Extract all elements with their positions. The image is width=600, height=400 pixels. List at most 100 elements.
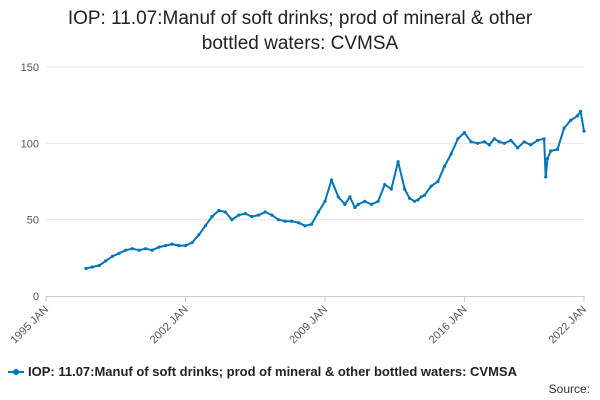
data-point[interactable] xyxy=(376,199,380,203)
data-point[interactable] xyxy=(177,244,181,248)
data-point[interactable] xyxy=(276,218,281,222)
data-point[interactable] xyxy=(203,224,207,228)
y-tick-label: 150 xyxy=(21,62,39,74)
data-point[interactable] xyxy=(575,114,580,118)
data-point[interactable] xyxy=(429,184,433,188)
data-point[interactable] xyxy=(509,138,513,142)
legend-line-marker-icon xyxy=(8,366,24,378)
data-point[interactable] xyxy=(408,196,412,200)
data-point[interactable] xyxy=(144,247,148,251)
data-point[interactable] xyxy=(516,146,520,150)
data-point[interactable] xyxy=(137,248,141,252)
data-point[interactable] xyxy=(456,137,460,141)
data-point[interactable] xyxy=(97,263,101,268)
data-point[interactable] xyxy=(482,140,486,144)
data-point[interactable] xyxy=(197,233,201,237)
data-point[interactable] xyxy=(569,118,573,122)
data-point[interactable] xyxy=(542,137,546,141)
data-point[interactable] xyxy=(403,187,407,191)
data-point[interactable] xyxy=(449,152,453,156)
legend-label: IOP: 11.07:Manuf of soft drinks; prod of… xyxy=(28,364,517,379)
data-point[interactable] xyxy=(442,164,447,168)
data-point[interactable] xyxy=(263,210,267,214)
data-point[interactable] xyxy=(545,157,550,161)
data-point[interactable] xyxy=(369,202,373,206)
data-point[interactable] xyxy=(210,215,214,219)
data-point[interactable] xyxy=(117,251,121,255)
data-point[interactable] xyxy=(423,193,427,197)
data-point[interactable] xyxy=(164,244,168,248)
data-point[interactable] xyxy=(389,187,393,191)
data-point[interactable] xyxy=(230,218,234,222)
data-point[interactable] xyxy=(536,138,540,142)
data-point[interactable] xyxy=(416,198,420,202)
data-point[interactable] xyxy=(217,208,221,213)
legend[interactable]: IOP: 11.07:Manuf of soft drinks; prod of… xyxy=(8,364,517,379)
data-point[interactable] xyxy=(544,175,548,179)
data-point[interactable] xyxy=(104,259,108,263)
data-point[interactable] xyxy=(157,245,161,249)
data-point[interactable] xyxy=(383,183,387,187)
source-label: Source: xyxy=(548,382,590,396)
data-point[interactable] xyxy=(487,143,491,147)
data-point[interactable] xyxy=(190,241,194,245)
data-point[interactable] xyxy=(476,141,480,145)
data-point[interactable] xyxy=(492,137,496,141)
data-point[interactable] xyxy=(170,242,174,246)
data-point[interactable] xyxy=(582,129,586,133)
x-tick-label: 2009 JAN xyxy=(287,304,330,347)
data-point[interactable] xyxy=(413,199,417,203)
data-point[interactable] xyxy=(90,265,94,269)
data-point[interactable] xyxy=(562,126,566,130)
data-point[interactable] xyxy=(353,205,357,210)
data-point[interactable] xyxy=(257,213,261,217)
data-point[interactable] xyxy=(462,131,466,135)
data-point[interactable] xyxy=(150,248,154,252)
data-point[interactable] xyxy=(522,140,526,144)
y-tick-label: 0 xyxy=(33,291,39,303)
data-point[interactable] xyxy=(84,266,88,271)
series-line[interactable] xyxy=(84,110,585,270)
data-point[interactable] xyxy=(363,199,367,203)
y-tick-label: 100 xyxy=(21,138,39,150)
data-point[interactable] xyxy=(270,213,274,217)
data-point[interactable] xyxy=(296,221,301,225)
data-point[interactable] xyxy=(396,160,400,164)
data-point[interactable] xyxy=(419,195,423,199)
chart-title-line-2: bottled waters: CVMSA xyxy=(201,33,399,54)
data-point[interactable] xyxy=(356,202,360,206)
data-point[interactable] xyxy=(303,224,307,228)
data-point[interactable] xyxy=(243,212,247,216)
data-point[interactable] xyxy=(343,202,347,206)
data-point[interactable] xyxy=(497,140,501,144)
data-point[interactable] xyxy=(223,210,227,214)
y-tick-label: 50 xyxy=(27,215,39,227)
data-point[interactable] xyxy=(183,244,188,248)
x-tick-label: 2016 JAN xyxy=(427,304,470,347)
data-point[interactable] xyxy=(323,199,327,203)
data-point[interactable] xyxy=(130,247,134,251)
data-point[interactable] xyxy=(579,109,583,113)
data-point[interactable] xyxy=(436,179,440,184)
data-point[interactable] xyxy=(110,254,114,258)
chart-title: IOP: 11.07:Manuf of soft drinks; prod of… xyxy=(20,6,580,56)
data-point[interactable] xyxy=(290,219,294,223)
x-tick-label: 2002 JAN xyxy=(148,304,191,347)
data-point[interactable] xyxy=(469,140,473,144)
x-tick-label: 1995 JAN xyxy=(8,304,51,347)
data-point[interactable] xyxy=(316,210,320,214)
data-point[interactable] xyxy=(329,178,334,182)
data-point[interactable] xyxy=(250,215,254,219)
data-point[interactable] xyxy=(124,248,128,252)
data-point[interactable] xyxy=(529,143,533,147)
data-point[interactable] xyxy=(348,195,352,199)
data-point[interactable] xyxy=(549,149,553,153)
data-point[interactable] xyxy=(310,222,314,226)
y-tick-labels: 0 50 100 150 xyxy=(21,62,39,303)
data-point[interactable] xyxy=(237,213,241,217)
data-point[interactable] xyxy=(555,147,560,151)
data-point[interactable] xyxy=(502,141,506,145)
data-point[interactable] xyxy=(283,219,287,223)
data-point[interactable] xyxy=(336,195,340,199)
